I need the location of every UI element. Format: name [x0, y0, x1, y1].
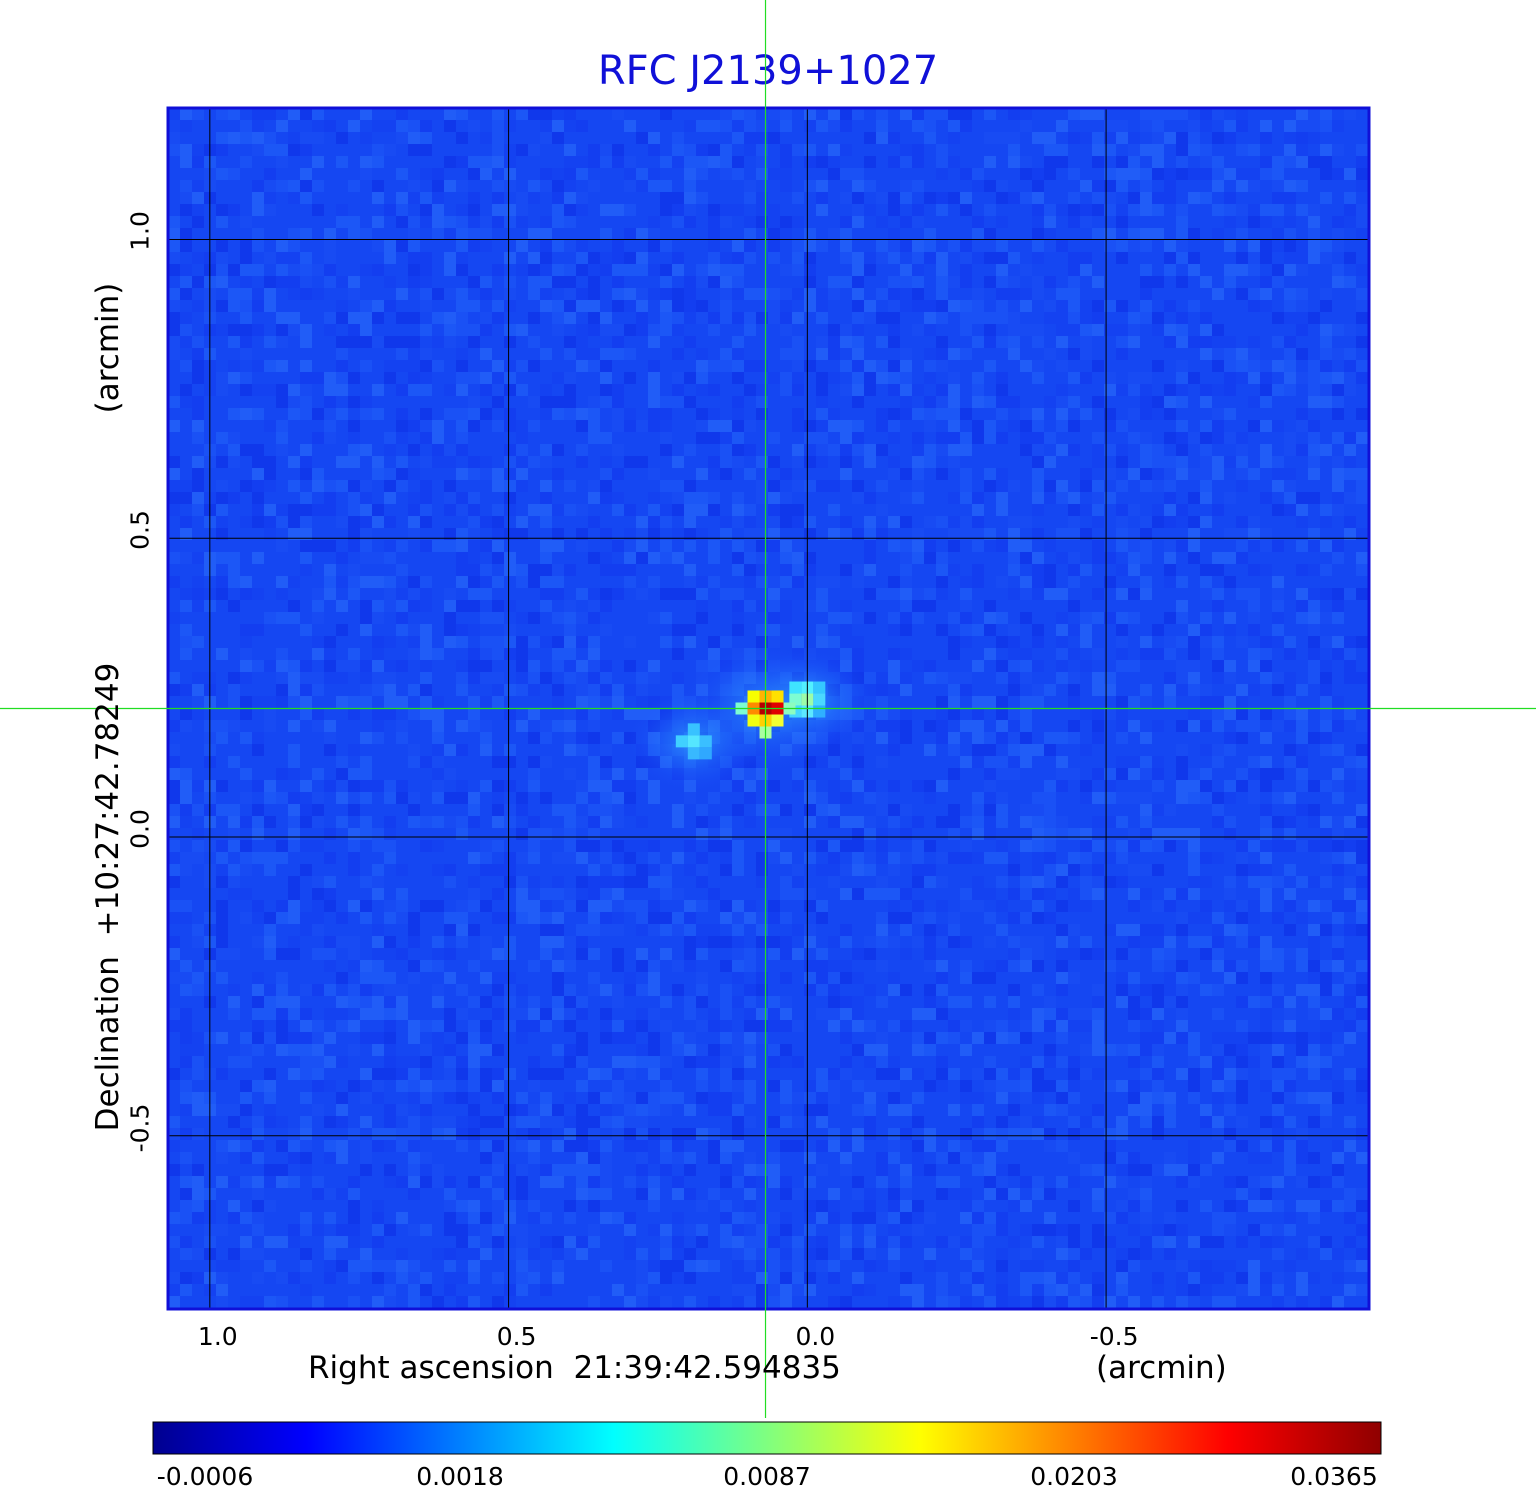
- x-tick-label: -0.5: [1089, 1322, 1139, 1351]
- colorbar-tick-label: 0.0018: [416, 1462, 504, 1491]
- colorbar-tick-label: 0.0203: [1030, 1462, 1118, 1491]
- source-pixel: [687, 735, 700, 748]
- y-tick-label: 1.0: [125, 211, 155, 252]
- source-pixel: [771, 714, 784, 727]
- source-pixel: [747, 714, 760, 727]
- y-axis-label: Declination +10:27:42.78249: [90, 662, 126, 1132]
- source-pixel: [687, 747, 700, 760]
- crosshair: [0, 0, 1536, 1418]
- x-tick-label: 1.0: [197, 1322, 238, 1351]
- source-pixel: [699, 747, 712, 760]
- source-pixel: [675, 735, 688, 748]
- source-pixel: [789, 681, 802, 694]
- x-tick-label: 0.5: [496, 1322, 537, 1351]
- source-pixel: [813, 681, 826, 694]
- x-axis-label: Right ascension 21:39:42.594835: [308, 1350, 841, 1386]
- source-pixel: [813, 693, 826, 706]
- source-pixel: [699, 735, 712, 748]
- source-pixel: [687, 723, 700, 736]
- y-tick-label: 0.0: [125, 809, 155, 849]
- source-pixel: [813, 705, 826, 718]
- colorbar: [152, 1421, 1382, 1455]
- y-tick-label: -0.5: [125, 1103, 155, 1153]
- chart-title: RFC J2139+1027: [597, 48, 939, 94]
- source-pixel: [747, 690, 760, 703]
- source-pixel: [771, 690, 784, 703]
- x-axis-unit: (arcmin): [1096, 1350, 1227, 1386]
- y-axis-unit: (arcmin): [90, 282, 126, 414]
- colorbar-tick-label: 0.0087: [723, 1462, 811, 1491]
- colorbar-tick-label: -0.0006: [156, 1462, 254, 1491]
- y-tick-label: 0.5: [125, 510, 155, 551]
- colorbar-tick-label: 0.0365: [1290, 1462, 1378, 1491]
- x-tick-label: 0.0: [795, 1322, 836, 1351]
